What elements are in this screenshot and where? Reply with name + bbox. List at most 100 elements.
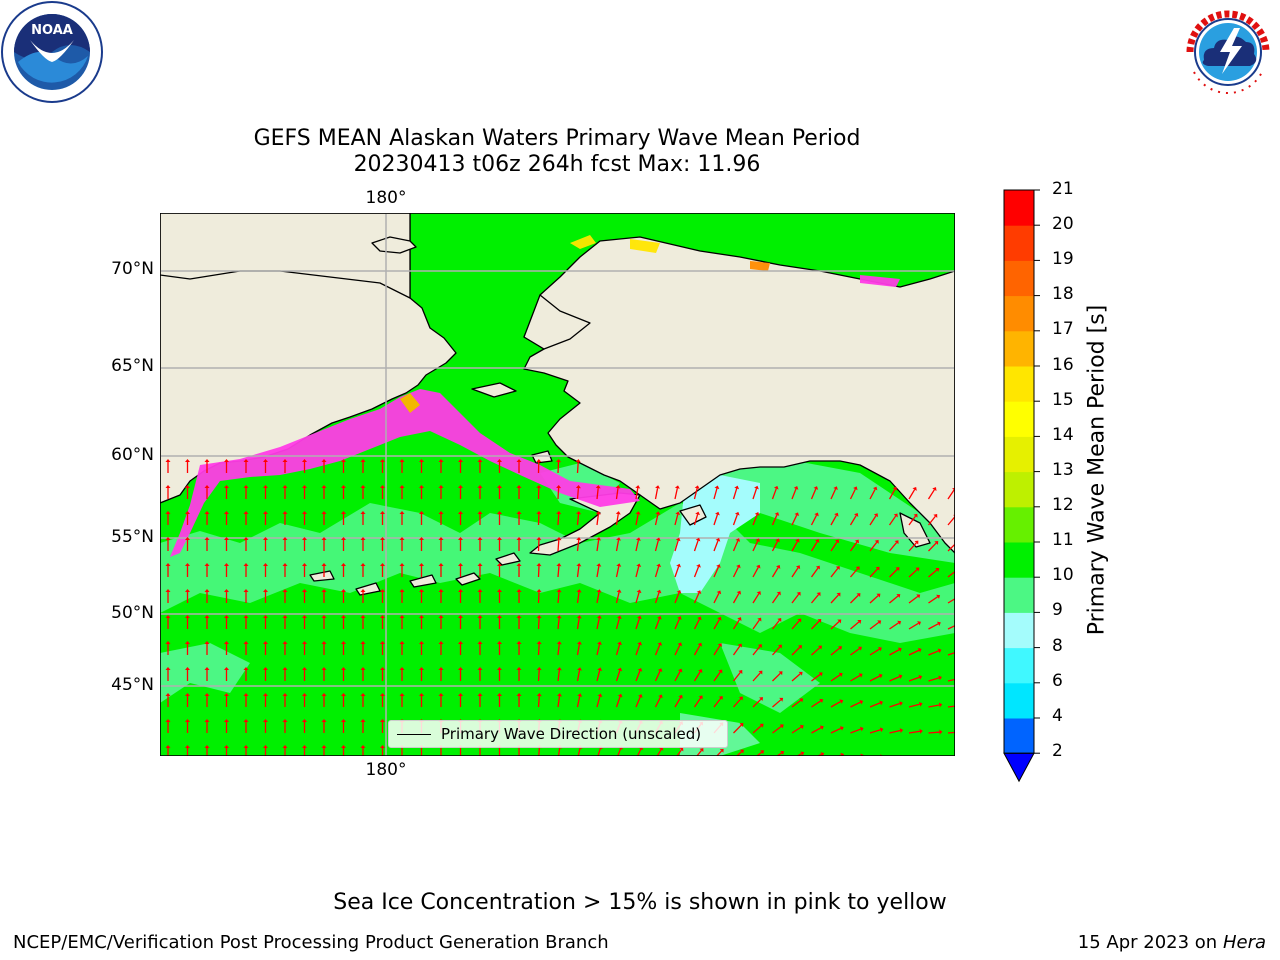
wave-arrow-head — [341, 745, 346, 748]
wave-arrow-head — [758, 670, 763, 675]
wave-arrow-head — [797, 618, 802, 623]
wave-arrow-head — [876, 593, 881, 598]
colorbar-segment — [1004, 295, 1034, 332]
wave-arrow-head — [718, 669, 723, 674]
wave-arrow-head — [399, 459, 405, 462]
wave-arrow — [810, 488, 817, 500]
wave-arrow-head — [282, 511, 288, 514]
wave-arrow — [908, 489, 916, 500]
wave-arrow-head — [714, 485, 720, 490]
wave-arrow-head — [321, 485, 327, 488]
wave-arrow-head — [438, 641, 444, 644]
colorbar-tick-label: 8 — [1052, 636, 1063, 656]
colorbar-segment — [1004, 436, 1034, 473]
colorbar-tick-label: 4 — [1052, 706, 1063, 726]
wave-arrow-head — [321, 563, 327, 566]
wave-arrow-head — [282, 589, 288, 592]
wave-arrow-head — [839, 726, 844, 731]
wave-arrow-head — [635, 485, 641, 489]
wave-arrow-head — [185, 719, 190, 722]
wave-arrow-head — [302, 563, 307, 566]
wave-arrow — [537, 643, 540, 656]
wave-arrow-head — [736, 564, 741, 569]
wave-arrow — [791, 488, 797, 500]
wave-arrow-head — [282, 459, 288, 462]
colorbar-extend-triangle — [1003, 752, 1035, 783]
wave-arrow-head — [185, 563, 190, 566]
wave-arrow-head — [617, 667, 623, 672]
wave-arrow — [576, 461, 579, 474]
wave-arrow — [635, 644, 641, 656]
wave-arrow-head — [674, 485, 680, 489]
wave-arrow-head — [536, 537, 542, 541]
colorbar-tick-label: 12 — [1052, 495, 1074, 515]
wave-arrow — [928, 677, 940, 682]
wave-arrow-head — [874, 539, 879, 544]
wave-arrow-head — [165, 537, 171, 540]
wave-arrow-head — [204, 719, 210, 722]
land-nunivak-island — [531, 450, 553, 464]
wave-arrow-head — [536, 511, 542, 515]
wave-arrow — [947, 570, 955, 578]
wave-arrow — [772, 672, 781, 682]
wave-arrow — [596, 487, 599, 500]
wave-arrow-head — [775, 538, 780, 543]
wave-arrow — [713, 566, 720, 578]
wave-arrow — [908, 676, 920, 682]
wave-arrow-head — [793, 485, 799, 490]
wave-arrow-head — [224, 511, 229, 514]
wave-arrow — [850, 568, 859, 578]
wave-arrow — [615, 670, 621, 682]
wave-arrow-head — [165, 693, 171, 696]
wave-arrow-head — [818, 645, 822, 650]
wave-arrow-head — [759, 723, 764, 728]
wave-arrow — [830, 594, 839, 604]
wave-arrow-head — [224, 745, 229, 748]
wave-arrow-head — [617, 693, 623, 698]
wave-arrow-head — [936, 594, 941, 599]
wave-arrow-head — [556, 537, 562, 541]
wave-arrow-head — [497, 641, 502, 644]
wave-arrow-head — [817, 618, 822, 623]
wave-arrow-head — [399, 615, 405, 618]
wave-arrow — [830, 701, 841, 708]
wave-arrow-head — [556, 641, 562, 645]
wave-arrow — [674, 670, 681, 682]
wave-arrow-head — [302, 745, 307, 748]
wave-arrow-head — [737, 617, 742, 622]
wave-arrow-head — [616, 615, 622, 620]
wave-arrow — [557, 565, 560, 578]
wave-arrow-head — [263, 719, 268, 722]
wave-arrow — [810, 541, 818, 552]
wave-arrow — [635, 592, 640, 604]
wave-arrow — [830, 488, 837, 500]
wave-arrow — [557, 513, 560, 526]
wave-arrow-head — [756, 591, 761, 595]
wave-arrow-head — [399, 641, 405, 644]
wave-arrow — [732, 514, 738, 526]
wave-arrow — [850, 674, 861, 682]
wave-arrow-head — [636, 615, 642, 620]
wave-arrow-head — [516, 589, 522, 593]
land-alaska-peninsula — [529, 492, 641, 556]
wave-arrow-head — [516, 563, 522, 567]
wave-arrow — [772, 646, 781, 656]
wave-arrow-head — [497, 589, 502, 592]
wave-arrow — [850, 648, 860, 656]
wave-arrow — [674, 644, 681, 656]
wave-arrow — [693, 514, 699, 526]
wave-arrow — [850, 728, 862, 734]
wave-arrow — [576, 644, 581, 656]
wave-arrow-head — [165, 485, 171, 488]
lat-label-65n: 65°N — [111, 356, 154, 376]
wave-arrow — [693, 618, 700, 630]
wave-arrow-head — [596, 537, 602, 541]
sea-ice-fringe — [170, 235, 900, 557]
colorbar-tick-label: 15 — [1052, 390, 1074, 410]
wave-arrow-head — [857, 619, 862, 624]
wave-arrow-head — [835, 539, 840, 544]
wave-arrow-head — [380, 589, 385, 592]
wave-arrow-head — [516, 511, 522, 515]
wave-arrow-head — [458, 485, 463, 488]
wave-arrow-head — [576, 563, 582, 567]
